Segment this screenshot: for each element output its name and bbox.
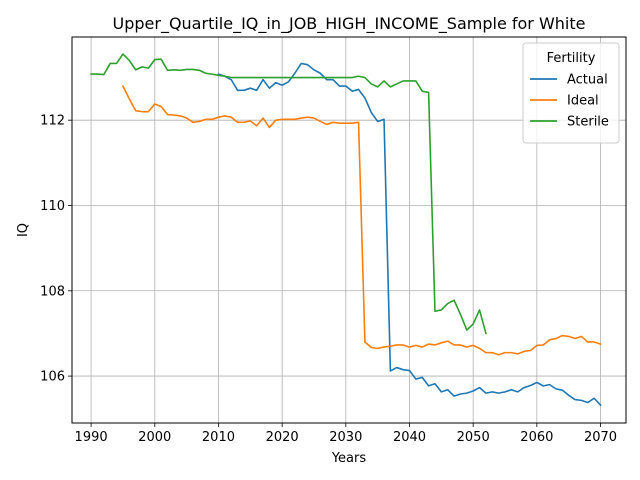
series-line-actual bbox=[217, 62, 602, 407]
legend: Fertility Actual Ideal Sterile bbox=[522, 42, 620, 144]
plot-area bbox=[71, 36, 627, 424]
y-axis-label: IQ bbox=[16, 223, 31, 237]
legend-label-sterile: Sterile bbox=[567, 115, 609, 130]
legend-title: Fertility bbox=[547, 51, 596, 66]
x-tick-label: 2050 bbox=[457, 430, 490, 445]
x-axis-label: Years bbox=[331, 451, 367, 466]
legend-label-actual: Actual bbox=[567, 73, 608, 88]
series-line-ideal bbox=[121, 84, 602, 356]
y-tick-label: 112 bbox=[40, 114, 65, 129]
y-tick-label: 110 bbox=[40, 199, 65, 214]
series-line-sterile bbox=[90, 53, 487, 335]
x-tick-label: 2040 bbox=[393, 430, 426, 445]
chart-title: Upper_Quartile_IQ_in_JOB_HIGH_INCOME_Sam… bbox=[113, 14, 586, 34]
x-tick-label: 2060 bbox=[520, 430, 553, 445]
x-tick-label: 2020 bbox=[266, 430, 299, 445]
x-tick-label: 2030 bbox=[329, 430, 362, 445]
x-tick-label: 2070 bbox=[584, 430, 617, 445]
legend-label-ideal: Ideal bbox=[567, 94, 599, 109]
legend-box bbox=[522, 42, 620, 144]
y-tick-label: 106 bbox=[40, 370, 65, 385]
x-tick-label: 1990 bbox=[75, 430, 108, 445]
x-tick-label: 2000 bbox=[138, 430, 171, 445]
y-tick-label: 108 bbox=[40, 284, 65, 299]
x-tick-label: 2010 bbox=[202, 430, 235, 445]
